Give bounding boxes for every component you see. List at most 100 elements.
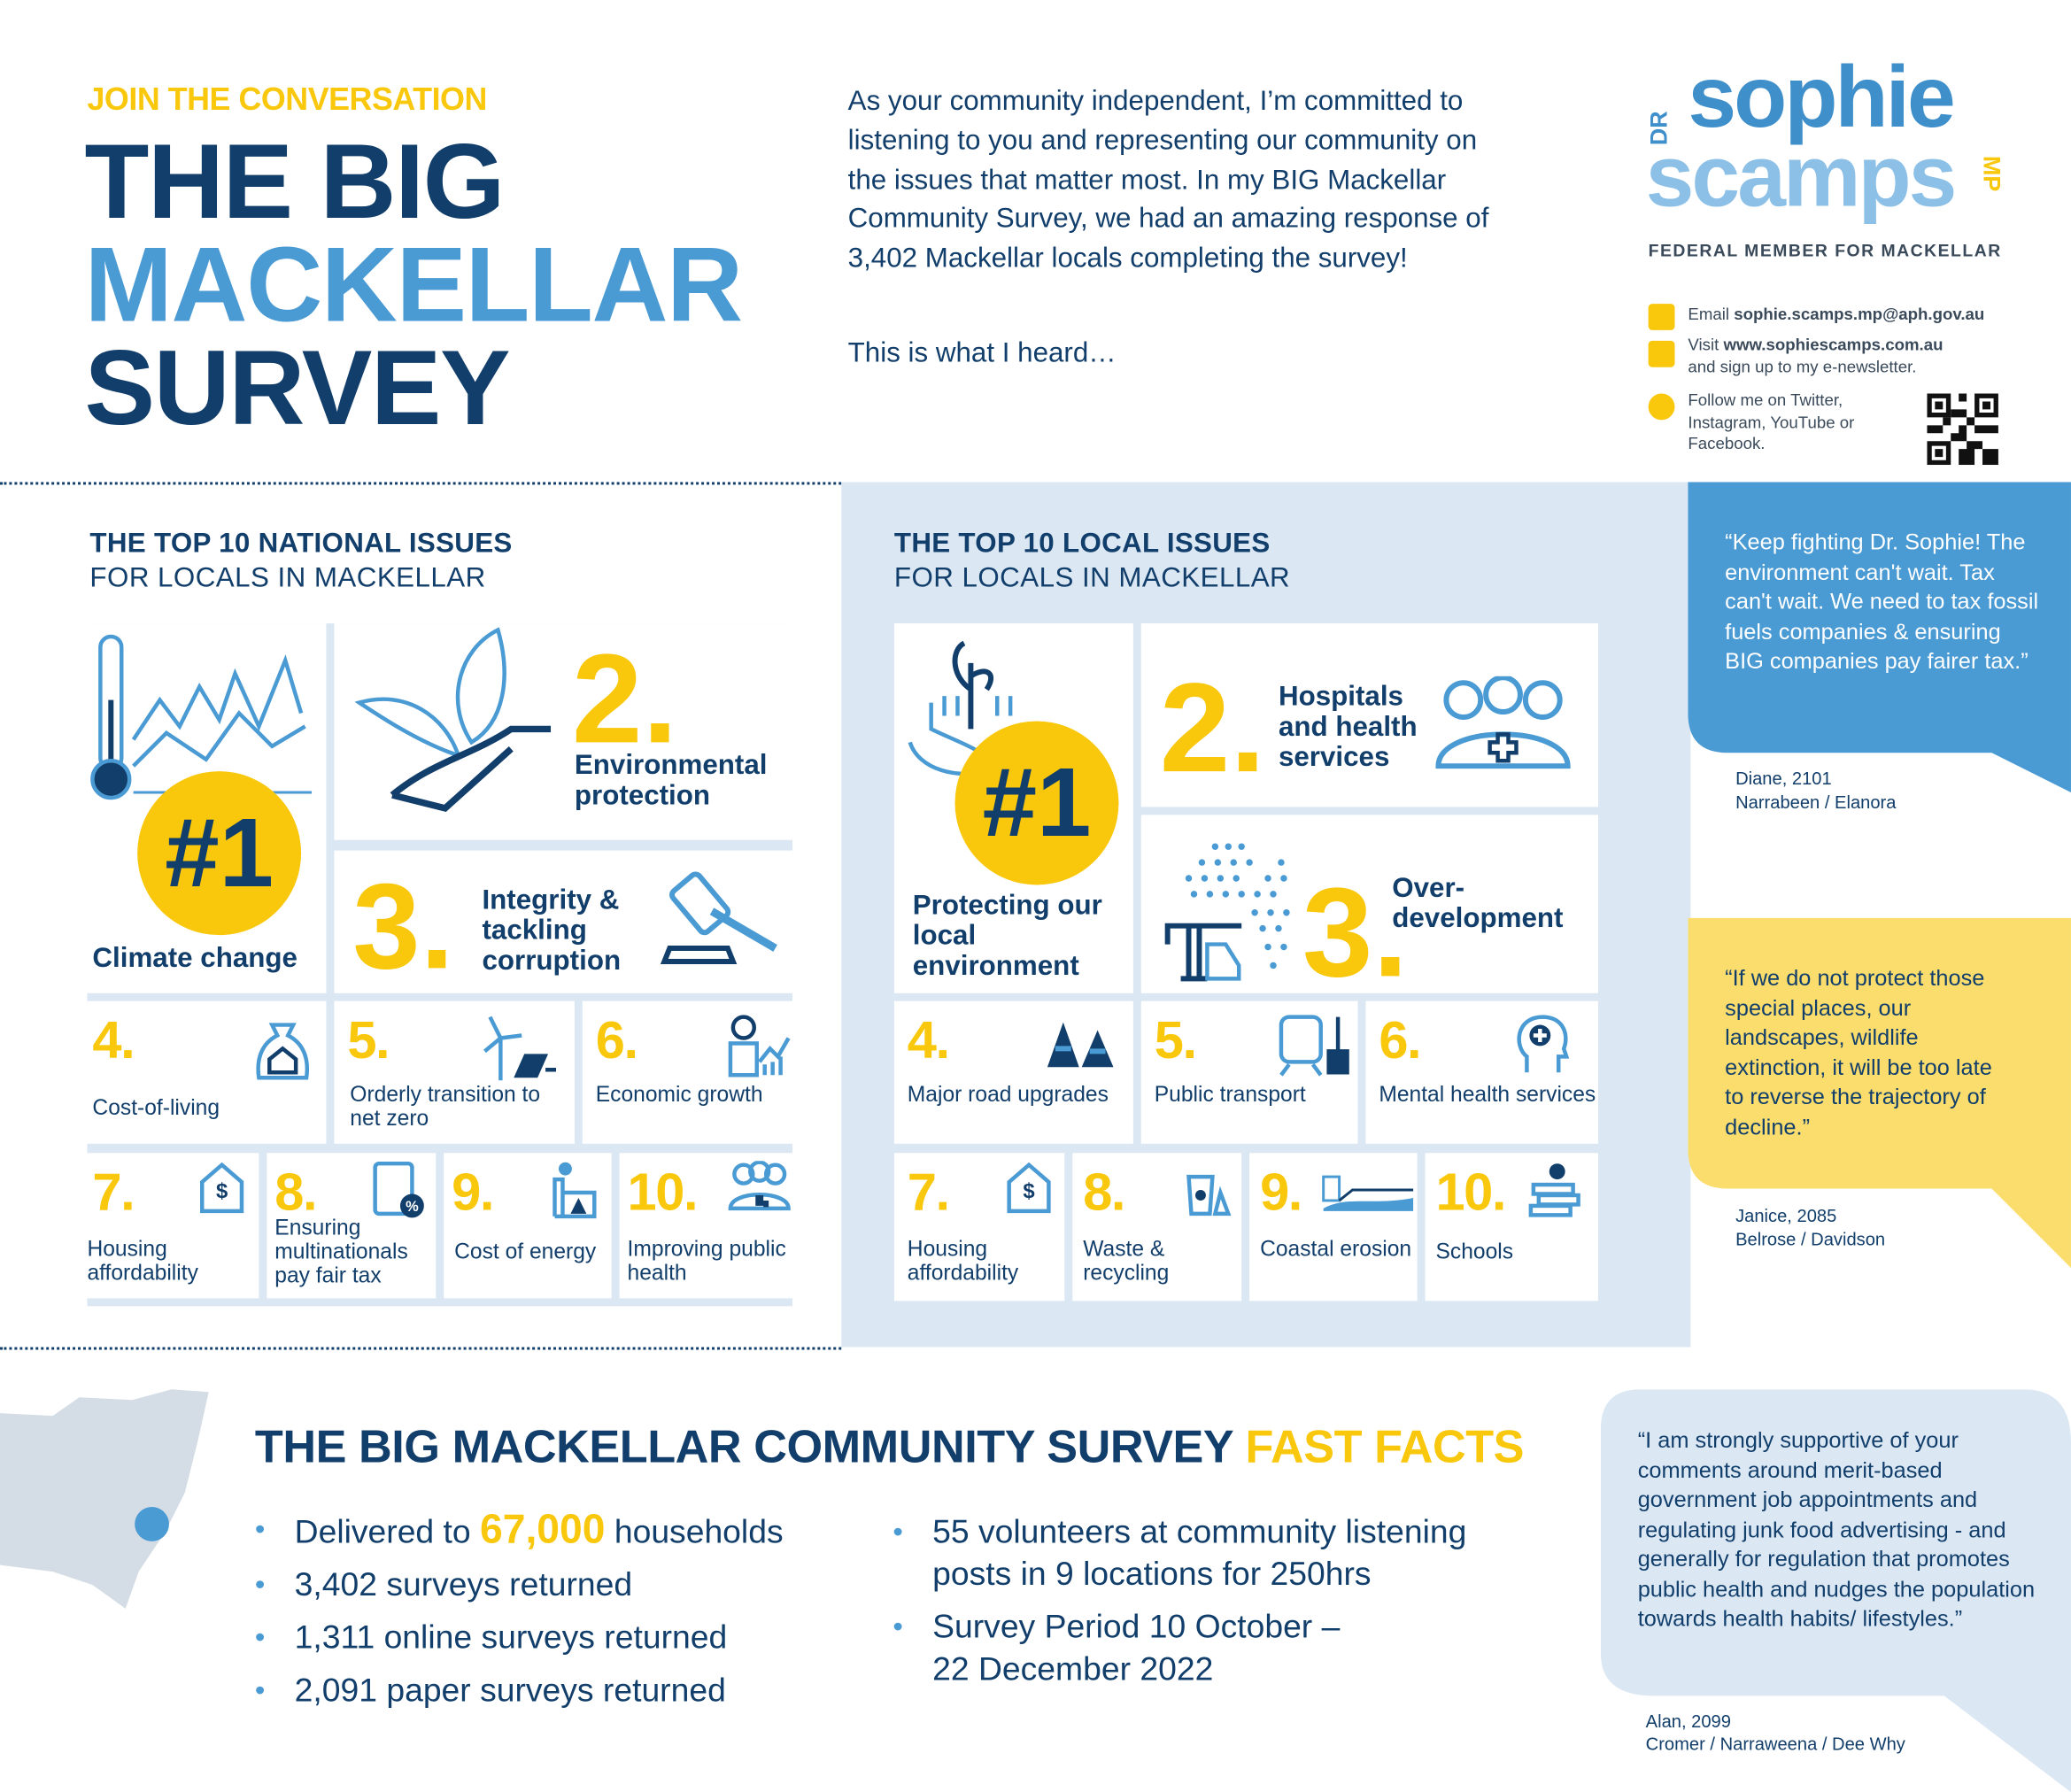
- national-item-10: 10. Improving public health: [619, 1153, 793, 1299]
- quote-text: “Keep fighting Dr. Sophie! The environme…: [1725, 529, 2039, 674]
- quote-text: “I am strongly supportive of your commen…: [1637, 1427, 2036, 1632]
- issue-label: Ensuring multinationals pay fair tax: [274, 1216, 408, 1288]
- rank-3: 3.: [352, 860, 454, 995]
- logo-subtitle: FEDERAL MEMBER FOR MACKELLAR: [1648, 240, 2002, 260]
- chat-icon: [1648, 393, 1675, 421]
- fact-item: 3,402 surveys returned: [255, 1564, 632, 1606]
- rank-1-badge: #1: [137, 771, 302, 936]
- fact-suffix: households: [605, 1513, 784, 1551]
- rank-4: 4.: [907, 1011, 950, 1070]
- rank-8: 8.: [1083, 1163, 1125, 1222]
- svg-text:$: $: [216, 1179, 228, 1203]
- coastal-erosion-icon: [1322, 1175, 1414, 1211]
- logo-scamps: scamps: [1645, 127, 1958, 225]
- rank-4: 4.: [92, 1011, 135, 1070]
- facts-title-main: THE BIG MACKELLAR COMMUNITY SURVEY: [254, 1421, 1233, 1473]
- local-grid: #1 Protecting our local environment 2. H…: [893, 623, 1598, 1302]
- title-line-2: MACKELLAR: [84, 226, 743, 344]
- title-line-3: SURVEY: [84, 328, 510, 447]
- house-dollar-icon: $: [199, 1162, 244, 1214]
- issue-label: Orderly transition to net zero: [350, 1083, 541, 1131]
- logo-mp: MP: [1978, 156, 2005, 192]
- quote-bubble-yellow: [1688, 917, 2071, 1269]
- qr-code-icon[interactable]: [1927, 393, 1998, 466]
- rank-9: 9.: [1260, 1163, 1302, 1222]
- facts-title-accent: FAST FACTS: [1245, 1421, 1525, 1473]
- books-icon: [1528, 1163, 1580, 1217]
- contact-website: Visit www.sophiescamps.com.au and sign u…: [1688, 334, 1943, 377]
- quote-author: Alan, 2099: [1645, 1711, 1731, 1732]
- nsw-map-icon: [0, 1389, 209, 1609]
- local-item-3: 3. Over-development: [1140, 815, 1598, 999]
- recycling-bin-icon: [1186, 1174, 1232, 1217]
- rank-7: 7.: [92, 1163, 135, 1222]
- thermometer-chart-icon: [90, 634, 313, 800]
- local-item-7: 7. $ Housing affordability: [893, 1153, 1065, 1302]
- issue-label: Schools: [1435, 1240, 1514, 1264]
- national-grid: #1 Climate change 2. Environmental prote…: [87, 623, 793, 1307]
- national-item-6: 6. Economic growth: [582, 1000, 793, 1144]
- email-link[interactable]: sophie.scamps.mp@aph.gov.au: [1734, 305, 1985, 324]
- rank-8: 8.: [274, 1163, 317, 1222]
- national-item-5: 5. Orderly transition to net zero: [334, 1000, 575, 1144]
- issue-label: Environmental protection: [574, 750, 768, 811]
- house-dollar-icon: $: [1007, 1162, 1051, 1214]
- national-item-2: 2. Environmental protection: [334, 623, 793, 840]
- money-bag-icon: [256, 1023, 310, 1080]
- issue-label: Public transport: [1154, 1083, 1306, 1108]
- rank-2: 2.: [1159, 657, 1266, 799]
- national-item-3: 3. Integrity & tackling corruption: [334, 850, 793, 995]
- issue-label: Integrity & tackling corruption: [482, 884, 622, 977]
- train-icon: [1279, 1015, 1349, 1077]
- rank-5: 5.: [1154, 1011, 1197, 1070]
- issue-label: Hospitals and health services: [1278, 681, 1418, 773]
- local-title: THE TOP 10 LOCAL ISSUES: [893, 528, 1271, 559]
- local-item-5: 5. Public transport: [1140, 1000, 1358, 1144]
- fact-item: 1,311 online surveys returned: [255, 1617, 727, 1659]
- issue-label: Cost-of-living: [92, 1096, 220, 1120]
- issue-label: Housing affordability: [907, 1237, 1019, 1286]
- national-item-1: #1 Climate change: [87, 623, 327, 993]
- national-item-4: 4. Cost-of-living: [87, 1000, 327, 1144]
- medical-team-icon: [1435, 676, 1571, 769]
- local-item-4: 4. Major road upgrades: [893, 1000, 1133, 1144]
- local-item-9: 9. Coastal erosion: [1249, 1153, 1418, 1302]
- logo-sophie: sophie: [1688, 47, 1955, 146]
- issue-label: Housing affordability: [87, 1237, 198, 1286]
- tax-percent-icon: %: [373, 1161, 424, 1218]
- contact-email: Email sophie.scamps.mp@aph.gov.au: [1688, 304, 1984, 326]
- national-item-9: 9. Cost of energy: [444, 1153, 612, 1299]
- rank-10: 10.: [627, 1163, 699, 1222]
- issue-label: Protecting our local environment: [912, 890, 1102, 982]
- quote-place: Narrabeen / Elanora: [1735, 792, 1897, 813]
- traffic-cones-icon: [1047, 1022, 1114, 1068]
- local-item-1: #1 Protecting our local environment: [893, 623, 1133, 993]
- fast-facts-title: THE BIG MACKELLAR COMMUNITY SURVEY FAST …: [254, 1421, 1525, 1474]
- quote-place: Cromer / Narraweena / Dee Why: [1645, 1734, 1905, 1754]
- local-item-2: 2. Hospitals and health services: [1140, 623, 1598, 807]
- fact-item: 55 volunteers at community listening pos…: [893, 1511, 1513, 1595]
- issue-label: Climate change: [92, 943, 298, 974]
- fact-item: 2,091 paper surveys returned: [255, 1670, 726, 1712]
- rank-10: 10.: [1435, 1163, 1506, 1222]
- plant-hand-icon: [354, 627, 552, 813]
- kicker: JOIN THE CONVERSATION: [87, 81, 487, 118]
- quote-author: Diane, 2101: [1735, 769, 1832, 789]
- contact-follow: Follow me on Twitter, Instagram, YouTube…: [1688, 390, 1855, 453]
- fact-delivered: Delivered to 67,000 households: [255, 1505, 784, 1554]
- issue-label: Waste & recycling: [1083, 1237, 1170, 1286]
- fact-prefix: Delivered to: [294, 1513, 481, 1551]
- fact-number: 67,000: [480, 1505, 606, 1552]
- heard-text: This is what I heard…: [847, 337, 1117, 369]
- intro-text: As your community independent, I’m commi…: [847, 85, 1489, 274]
- national-item-8: 8. % Ensuring multinationals pay fair ta…: [267, 1153, 437, 1299]
- issue-label: Over-development: [1392, 873, 1564, 934]
- economic-growth-icon: [728, 1015, 791, 1078]
- fact-item: Survey Period 10 October – 22 December 2…: [893, 1606, 1355, 1690]
- website-link[interactable]: www.sophiescamps.com.au: [1723, 335, 1943, 354]
- quote-bubble-light: [1600, 1389, 2071, 1792]
- wind-solar-icon: [483, 1016, 557, 1081]
- title-line-1: THE BIG: [84, 122, 505, 241]
- local-item-6: 6. Mental health services: [1365, 1000, 1598, 1144]
